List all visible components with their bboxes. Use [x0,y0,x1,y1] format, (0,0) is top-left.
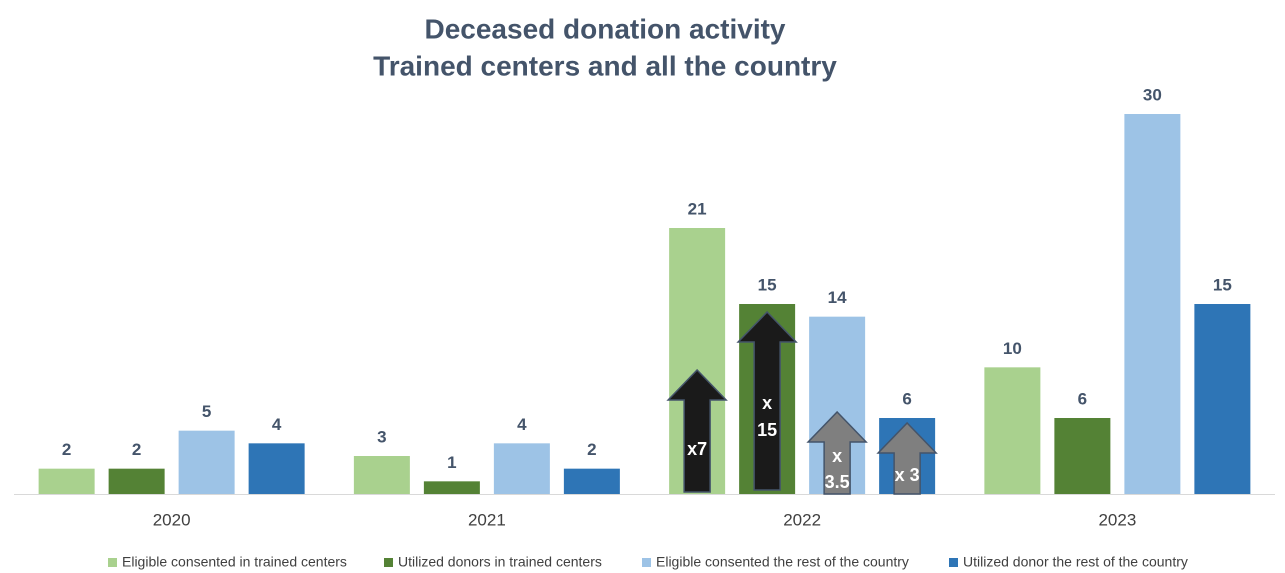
data-label: 15 [758,275,777,294]
annotation-text: x7 [687,439,707,459]
x-tick-label: 2023 [1098,510,1136,529]
bar [1054,418,1111,494]
legend-swatch [384,558,393,567]
bar [248,443,305,494]
annotation-arrow [736,310,798,491]
annotation-text: x [762,393,772,413]
annotation-text: 15 [757,420,777,440]
bar [984,367,1041,494]
x-tick-label: 2021 [468,510,506,529]
bar [38,468,95,494]
data-label: 5 [202,402,211,421]
data-label: 4 [517,415,527,434]
legend-label: Eligible consented the rest of the count… [656,554,909,570]
x-tick-label: 2020 [153,510,191,529]
bar [493,443,550,494]
data-label: 14 [828,288,847,307]
legend-label: Utilized donor the rest of the country [963,554,1188,570]
annotation-text: x 3 [895,465,920,485]
data-label: 1 [447,453,456,472]
data-label: 2 [587,440,596,459]
bar [423,481,480,494]
data-label: 2 [132,440,141,459]
bar [1124,114,1181,494]
data-label: 10 [1003,339,1022,358]
bar [353,456,410,494]
data-label: 6 [1078,389,1087,408]
x-tick-label: 2022 [783,510,821,529]
legend-label: Utilized donors in trained centers [398,554,602,570]
bar [1194,304,1251,494]
legend-label: Eligible consented in trained centers [122,554,347,570]
data-label: 4 [272,415,282,434]
chart-title: Deceased donation activity [424,13,785,44]
legend-swatch [949,558,958,567]
annotation-arrow [806,410,868,495]
legend-swatch [108,558,117,567]
bar [178,430,235,494]
annotation-arrow [666,368,728,493]
data-label: 2 [62,440,71,459]
annotation-text: x [832,446,842,466]
data-label: 30 [1143,85,1162,104]
chart-subtitle: Trained centers and all the country [373,50,837,81]
bar [108,468,165,494]
legend-swatch [642,558,651,567]
annotation-text: 3.5 [825,472,850,492]
annotation-arrow [876,421,938,495]
data-label: 3 [377,427,386,446]
bar [563,468,620,494]
data-label: 21 [688,199,707,218]
data-label: 15 [1213,275,1232,294]
data-label: 6 [902,389,911,408]
